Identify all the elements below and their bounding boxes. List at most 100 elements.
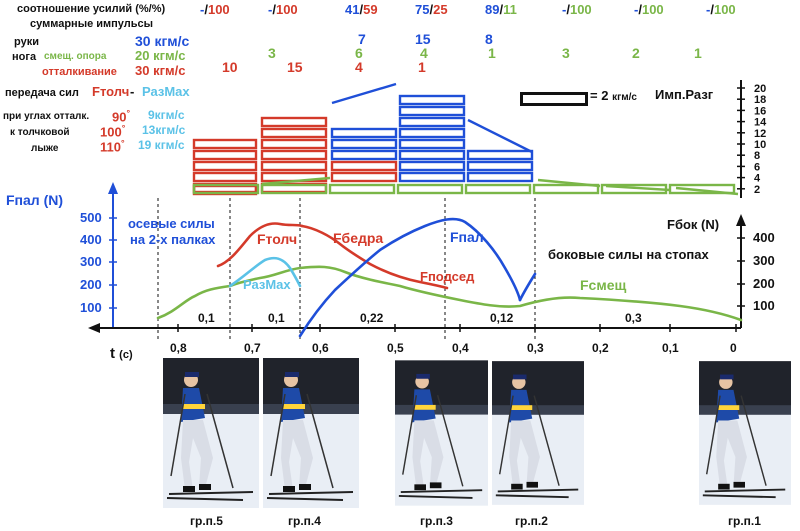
hands-bar bbox=[330, 127, 398, 139]
hands-impulse: 8 bbox=[485, 31, 493, 47]
angles-label-1: при углах отталк. bbox=[3, 111, 90, 122]
transfer-razmax: РазMax bbox=[142, 84, 190, 99]
push-bar bbox=[260, 160, 328, 172]
impulse-scale-label: 12 bbox=[754, 128, 766, 140]
push-total: 30 кгм/с bbox=[135, 63, 186, 78]
impulse-scale-label: 4 bbox=[754, 173, 761, 185]
ratio-hands: 75 bbox=[415, 2, 430, 17]
support-bar bbox=[260, 183, 328, 195]
ratio-hands: - bbox=[706, 2, 711, 17]
ratio-leg: 100 bbox=[207, 2, 230, 17]
time-tick-label: 0 bbox=[730, 341, 737, 355]
push-bar bbox=[330, 171, 398, 183]
ratio-hands: 41 bbox=[345, 2, 360, 17]
ratio-cell: 89/11 bbox=[485, 3, 517, 16]
fpal-axis-arrow bbox=[108, 182, 118, 194]
skier-photo bbox=[492, 358, 584, 508]
fpal-label: Fпал bbox=[450, 229, 484, 245]
support-bar bbox=[192, 183, 260, 195]
angle-90: 90° bbox=[112, 108, 131, 125]
ratio-hands: - bbox=[268, 2, 273, 17]
hands-bar bbox=[466, 171, 534, 183]
angle-110-impulse: 19 кгм/с bbox=[138, 138, 185, 152]
ratio-hands: - bbox=[634, 2, 639, 17]
angle-90-impulse: 9кгм/с bbox=[148, 108, 185, 122]
fpal-tick-label: 100 bbox=[80, 300, 102, 315]
interval-label: 0,12 bbox=[490, 311, 514, 325]
transfer-fpush: Fтолч bbox=[92, 84, 130, 99]
fbok-tick-label: 300 bbox=[753, 253, 775, 268]
support-impulse: 4 bbox=[420, 45, 428, 61]
hands-slope bbox=[467, 118, 533, 154]
hands-bar bbox=[398, 171, 466, 183]
ratio-leg: 25 bbox=[433, 2, 448, 17]
transfer-label: передача сил bbox=[5, 87, 79, 99]
total-impulses-label: суммарные импульсы bbox=[30, 18, 154, 30]
photo-caption: гр.п.3 bbox=[420, 514, 453, 528]
ratio-cell: -/100 bbox=[200, 3, 230, 16]
razmax-label: РазMax bbox=[243, 277, 291, 292]
legend-imp-label: Имп.Разг bbox=[655, 87, 714, 102]
fpal-curve bbox=[298, 217, 522, 338]
photo-caption: гр.п.4 bbox=[288, 514, 321, 528]
angle-100-impulse: 13кгм/с bbox=[142, 123, 186, 137]
hands-bar bbox=[398, 116, 466, 128]
ratio-leg: 100 bbox=[275, 2, 298, 17]
push-bar bbox=[260, 127, 328, 139]
angle-100: 100° bbox=[100, 123, 126, 140]
interval-label: 0,3 bbox=[625, 311, 642, 325]
fpal-tick-label: 200 bbox=[80, 277, 102, 292]
support-total: 20 кгм/с bbox=[135, 48, 186, 63]
time-tick-label: 0,2 bbox=[592, 341, 609, 355]
push-impulse: 4 bbox=[355, 59, 363, 75]
impulse-scale-label: 20 bbox=[754, 83, 766, 95]
fbok-tick-label: 400 bbox=[753, 230, 775, 245]
time-tick-label: 0,6 bbox=[312, 341, 329, 355]
axial-label-1: осевые силы bbox=[128, 216, 215, 231]
hands-label: руки bbox=[14, 36, 39, 48]
hands-bar bbox=[466, 149, 534, 161]
ratio-cell: 75/25 bbox=[415, 3, 448, 16]
fpodsed-label: Fподсед bbox=[420, 269, 475, 284]
time-tick-label: 0,7 bbox=[244, 341, 261, 355]
impulse-scale-label: 10 bbox=[754, 139, 766, 151]
ratio-cell: -/100 bbox=[634, 3, 664, 16]
support-impulse: 6 bbox=[355, 45, 363, 61]
angle-110: 110° bbox=[100, 138, 125, 155]
fpal-tick-label: 300 bbox=[80, 254, 102, 269]
axial-label-2: на 2-х палках bbox=[130, 232, 216, 247]
ratio-cell: -/100 bbox=[562, 3, 592, 16]
legend-unit-box bbox=[520, 92, 588, 106]
ratio-leg: 59 bbox=[363, 2, 378, 17]
ratio-cell: 41/59 bbox=[345, 3, 378, 16]
razmax-curve bbox=[228, 256, 302, 288]
hands-bar bbox=[398, 138, 466, 150]
hands-bar bbox=[398, 94, 466, 106]
hands-bar bbox=[398, 149, 466, 161]
hands-total: 30 кгм/с bbox=[135, 33, 190, 49]
hands-bar bbox=[330, 149, 398, 161]
ratio-slash: / bbox=[638, 2, 642, 17]
push-impulse: 1 bbox=[418, 59, 426, 75]
support-slope bbox=[605, 184, 671, 192]
ratio-leg: 100 bbox=[641, 2, 664, 17]
impulse-scale-label: 18 bbox=[754, 94, 766, 106]
transfer-dash: - bbox=[130, 84, 135, 99]
skier-photo bbox=[699, 358, 791, 508]
photo-caption: гр.п.2 bbox=[515, 514, 548, 528]
interval-label: 0,22 bbox=[360, 311, 384, 325]
ratio-slash: / bbox=[359, 2, 364, 17]
time-axis-label: t (с) bbox=[110, 345, 133, 362]
push-impulse: 15 bbox=[287, 59, 303, 75]
ratio-slash: / bbox=[204, 2, 208, 17]
skier-photo bbox=[395, 358, 488, 508]
ratio-leg: 100 bbox=[713, 2, 736, 17]
interval-label: 0,1 bbox=[268, 311, 285, 325]
support-label: смещ. опора bbox=[44, 51, 107, 62]
interval-label: 0,1 bbox=[198, 311, 215, 325]
support-impulse: 2 bbox=[632, 45, 640, 61]
ratio-hands: - bbox=[562, 2, 567, 17]
force-curves bbox=[156, 217, 743, 338]
ratio-leg: 11 bbox=[503, 2, 517, 17]
lateral-label: боковые силы на стопах bbox=[548, 247, 709, 262]
